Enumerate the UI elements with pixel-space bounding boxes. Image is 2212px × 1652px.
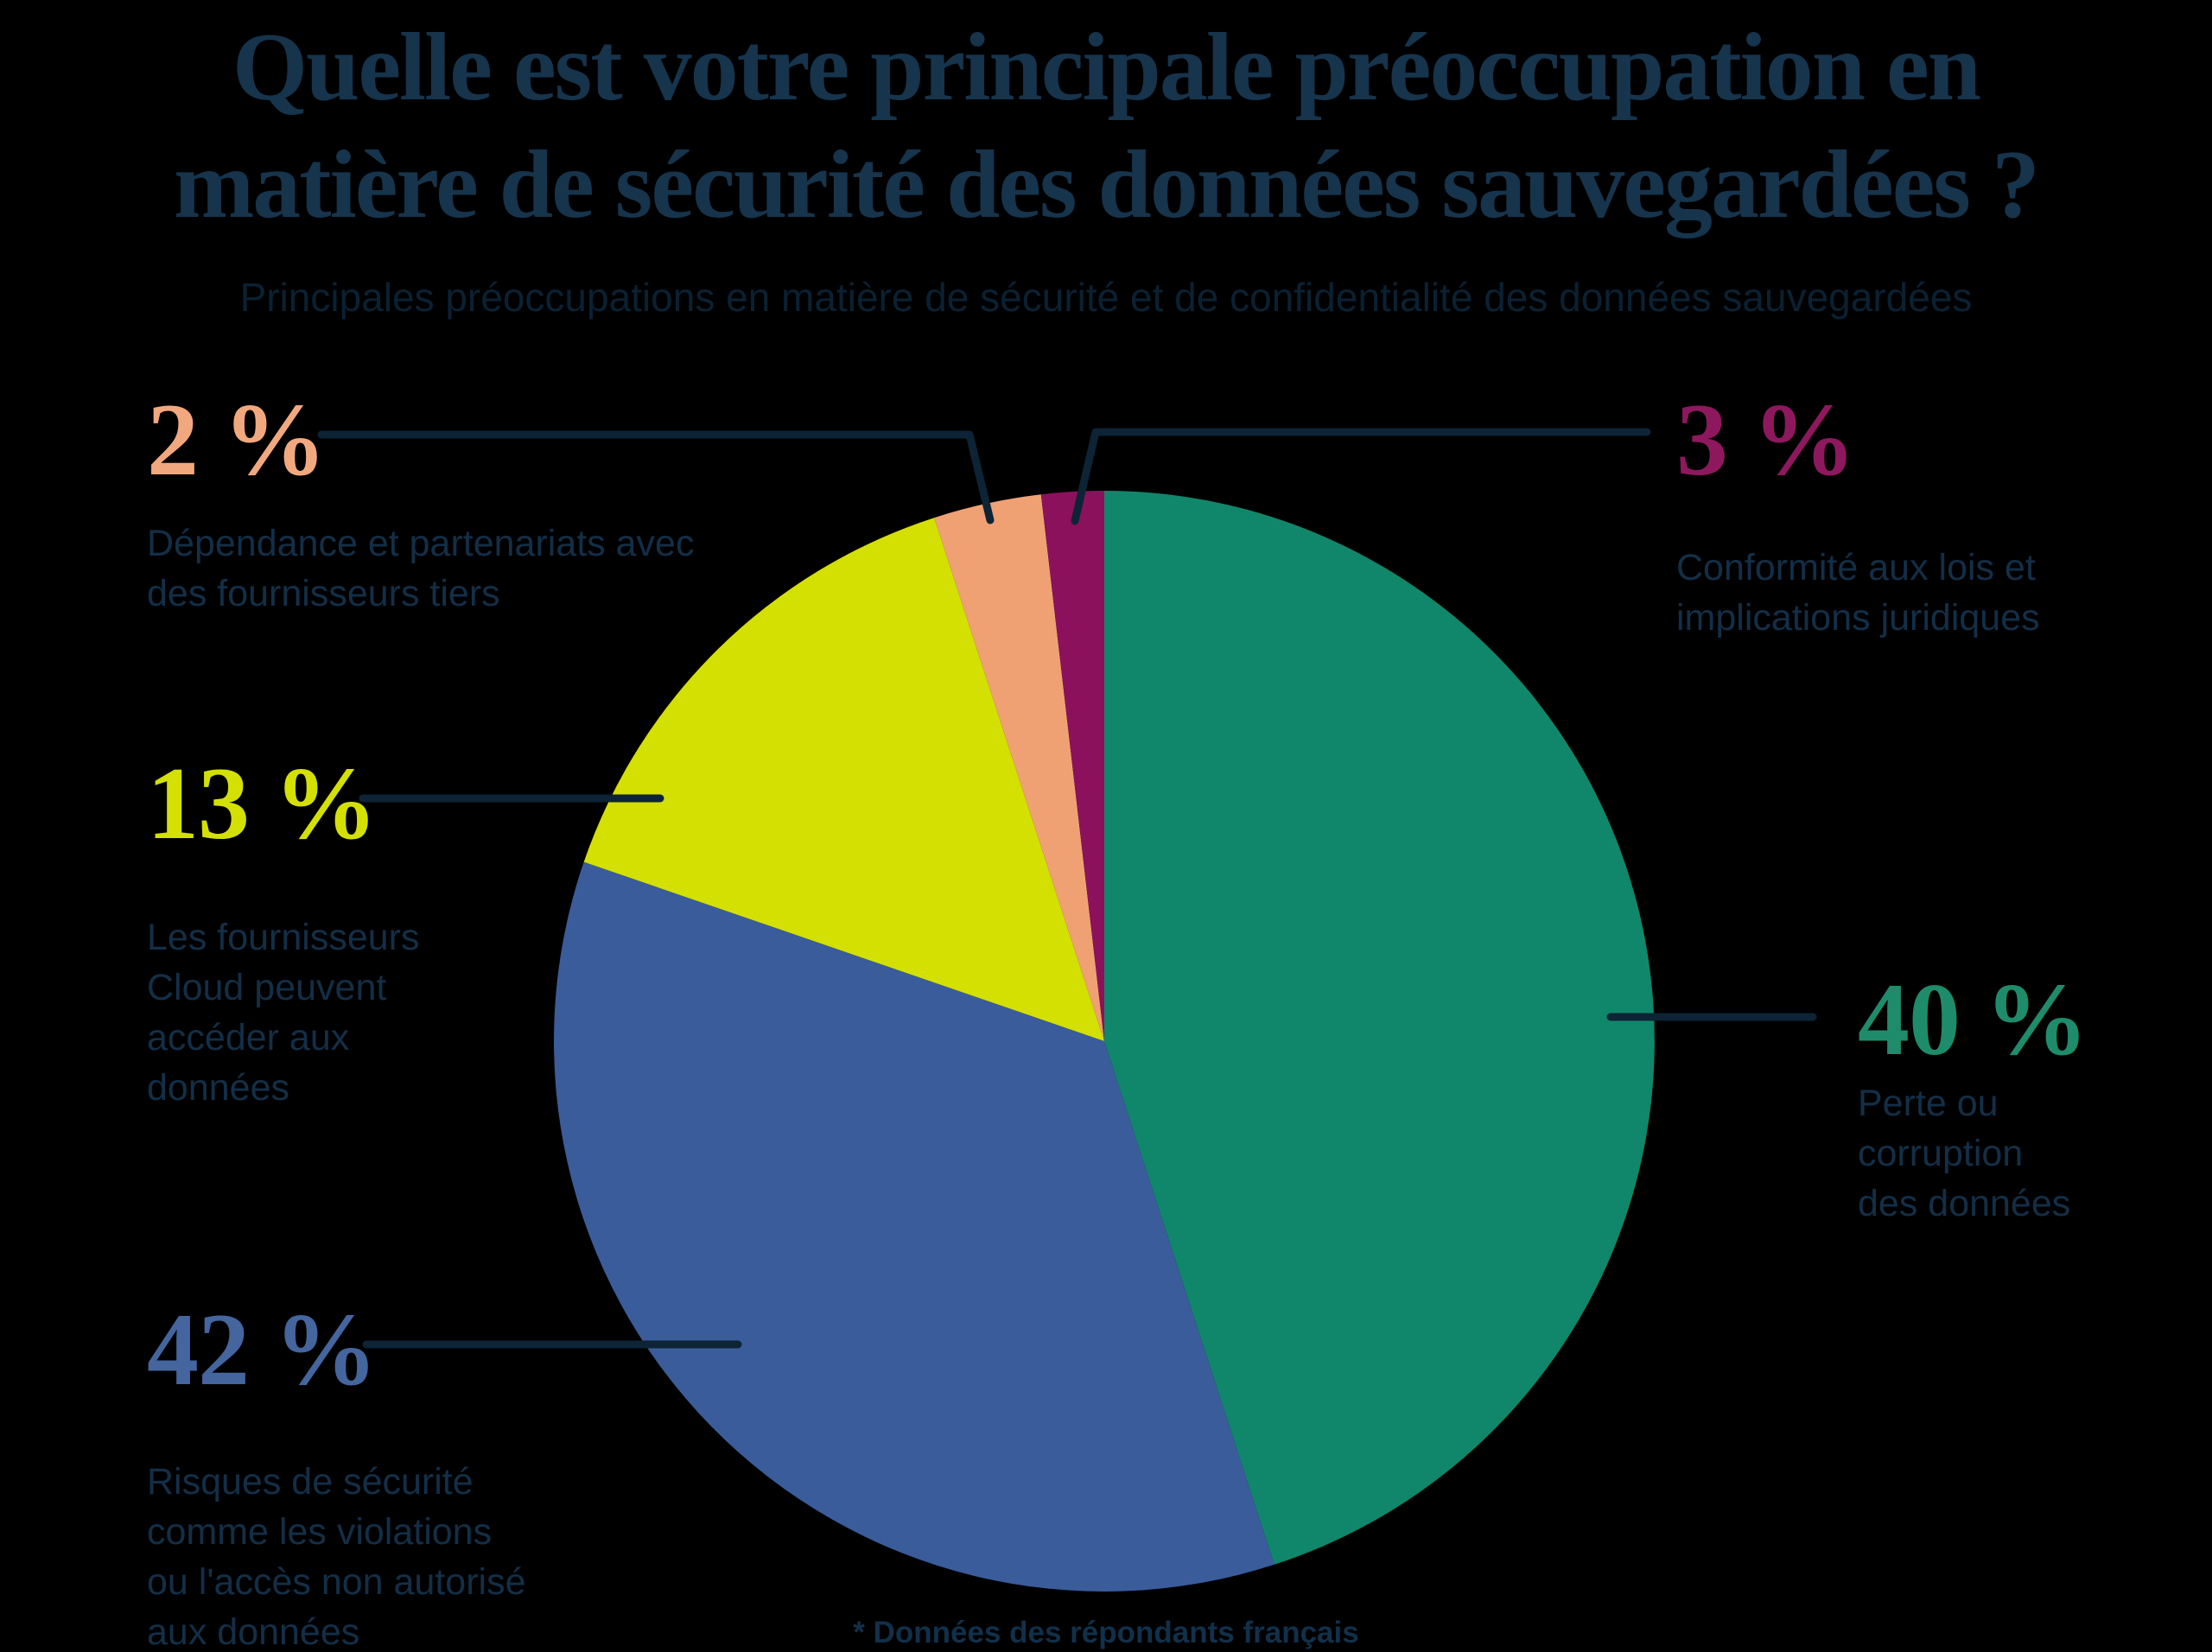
callout-label-line: Perte ou <box>1858 1083 1999 1124</box>
callout-label-line: implications juridiques <box>1676 597 2040 639</box>
pie-slice-dependance <box>934 494 1104 1041</box>
footnote: * Données des répondants français <box>853 1616 1359 1649</box>
percent-value-conformite: 3 % <box>1676 382 1856 497</box>
callout-label-dependance: Dépendance et partenariats avec des fourn… <box>147 518 694 619</box>
callout-label-line: aux données <box>147 1611 360 1652</box>
callout-label-line: Cloud peuvent <box>147 967 387 1008</box>
leader-line-conformite <box>1071 428 1651 525</box>
callout-label-line: Les fournisseurs <box>147 917 420 958</box>
page-title: Quelle est votre principale préoccupatio… <box>0 9 2212 244</box>
percent-value-dependance: 2 % <box>147 382 327 497</box>
callout-label-line: données <box>147 1067 289 1109</box>
callout-label-line: Dépendance et partenariats avec <box>147 523 695 564</box>
callout-label-line: des données <box>1858 1183 2071 1224</box>
callout-label-line: Risques de sécurité <box>147 1461 474 1503</box>
callout-label-line: Conformité aux lois et <box>1676 547 2036 588</box>
callout-label-line: comme les violations <box>147 1511 493 1553</box>
callout-label-fournisseurs: Les fournisseurs Cloud peuvent accéder aux… <box>147 912 420 1113</box>
percent-value-fournisseurs: 13 % <box>147 746 378 861</box>
pie-slice-conformite <box>1040 491 1104 1041</box>
pie-slice-perte <box>1104 491 1655 1565</box>
percent-value-risques: 42 % <box>147 1292 378 1407</box>
pie-slice-risques <box>554 861 1274 1592</box>
leader-line-dependance <box>317 430 995 524</box>
callout-label-line: des fournisseurs tiers <box>147 573 500 614</box>
percent-value-perte: 40 % <box>1858 962 2088 1077</box>
pie-slice-fournisseurs <box>583 518 1104 1041</box>
callout-label-line: corruption <box>1858 1133 2024 1174</box>
page-title-line2: matière de sécurité des données sauvegar… <box>173 131 2040 238</box>
callout-label-conformite: Conformité aux lois et implications jurid… <box>1676 543 2040 643</box>
callout-label-line: ou l'accès non autorisé <box>147 1561 526 1603</box>
callout-label-perte: Perte ou corruption des données <box>1858 1078 2070 1229</box>
callout-label-line: accéder aux <box>147 1017 350 1058</box>
chart-subtitle: Principales préoccupations en matière de… <box>239 275 1973 320</box>
page-title-line1: Quelle est votre principale préoccupatio… <box>232 14 1981 121</box>
callout-label-risques: Risques de sécurité comme les violations o… <box>147 1457 525 1652</box>
